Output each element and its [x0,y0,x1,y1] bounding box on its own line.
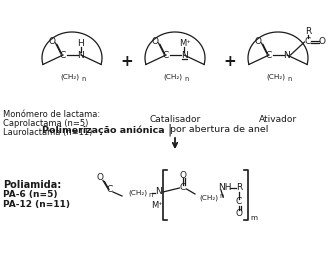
Text: (CH₂): (CH₂) [128,190,148,196]
Text: R: R [236,184,242,193]
Text: O: O [96,173,104,182]
Text: por abertura de anel: por abertura de anel [170,125,268,135]
Text: PA-6 (n=5): PA-6 (n=5) [3,190,57,199]
Text: Caprolactama (n=5): Caprolactama (n=5) [3,119,88,128]
Text: R: R [305,27,311,36]
Text: (CH₂): (CH₂) [200,195,218,201]
Text: N: N [283,50,290,59]
Text: n: n [184,76,188,82]
Text: Monómero de lactama:: Monómero de lactama: [3,110,100,119]
Text: O: O [180,170,186,179]
Text: n: n [81,76,85,82]
Text: PA-12 (n=11): PA-12 (n=11) [3,200,70,209]
Text: n: n [219,193,223,199]
Text: O: O [254,36,261,45]
Text: H: H [78,39,84,48]
Text: C: C [266,50,272,59]
Text: C: C [305,36,311,45]
Text: C: C [236,198,242,207]
Text: m: m [250,215,257,221]
Text: +: + [121,55,133,70]
Text: |: | [167,124,171,136]
Text: C: C [107,185,113,195]
Text: (CH₂): (CH₂) [267,73,285,80]
Text: C: C [163,50,169,59]
Text: n: n [287,76,291,82]
Text: O: O [49,36,55,45]
Text: N: N [78,50,84,59]
Text: N: N [181,50,187,59]
Text: NH: NH [218,184,232,193]
Text: M⁺: M⁺ [179,39,191,47]
Text: C: C [60,50,66,59]
Text: Laurolactama (n=11): Laurolactama (n=11) [3,128,92,137]
Text: M⁺: M⁺ [151,201,163,210]
Text: Poliamida:: Poliamida: [3,180,61,190]
Text: O: O [236,209,243,218]
Text: Polimerização aniónica: Polimerização aniónica [42,125,165,135]
Text: (CH₂): (CH₂) [60,73,80,80]
Text: N: N [155,187,161,196]
Text: Catalisador: Catalisador [149,115,201,124]
Text: O: O [151,36,158,45]
Text: n: n [148,192,152,198]
Text: O: O [318,36,325,45]
Text: Ativador: Ativador [259,115,297,124]
Text: (CH₂): (CH₂) [163,73,182,80]
Text: +: + [224,55,236,70]
Text: C: C [180,184,186,193]
